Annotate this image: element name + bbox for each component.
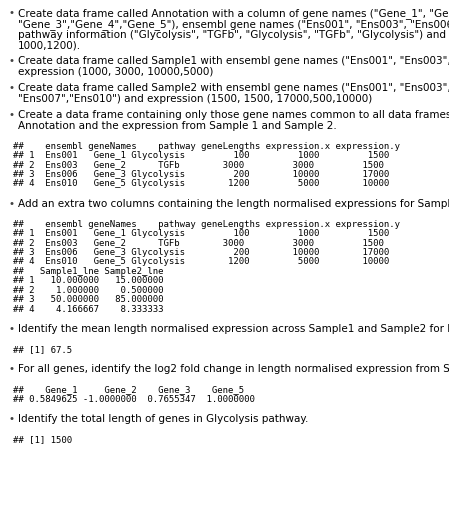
Text: ## [1] 67.5: ## [1] 67.5 xyxy=(13,345,72,354)
Text: Add an extra two columns containing the length normalised expressions for Sample: Add an extra two columns containing the … xyxy=(18,199,449,209)
Text: •: • xyxy=(8,414,14,424)
Text: ## 2    1.000000    0.500000: ## 2 1.000000 0.500000 xyxy=(13,286,163,295)
Text: •: • xyxy=(8,110,14,120)
Text: Identify the total length of genes in Glycolysis pathway.: Identify the total length of genes in Gl… xyxy=(18,414,308,424)
Text: "Gene_3","Gene_4","Gene_5"), ensembl gene names ("Ens001", "Ens003", "Ens006", ": "Gene_3","Gene_4","Gene_5"), ensembl gen… xyxy=(18,19,449,30)
Text: 1000,1200).: 1000,1200). xyxy=(18,41,81,51)
Text: ## 1  Ens001   Gene_1 Glycolysis         100         1000         1500: ## 1 Ens001 Gene_1 Glycolysis 100 1000 1… xyxy=(13,151,389,160)
Text: •: • xyxy=(8,199,14,209)
Text: Create data frame called Annotation with a column of gene names ("Gene_1", "Gene: Create data frame called Annotation with… xyxy=(18,8,449,19)
Text: pathway information ("Glycolysis", "TGFb", "Glycolysis", "TGFb", "Glycolysis") a: pathway information ("Glycolysis", "TGFb… xyxy=(18,30,449,40)
Text: ## 4    4.166667    8.333333: ## 4 4.166667 8.333333 xyxy=(13,304,163,314)
Text: ## 2  Ens003   Gene_2      TGFb        3000         3000         1500: ## 2 Ens003 Gene_2 TGFb 3000 3000 1500 xyxy=(13,160,384,170)
Text: •: • xyxy=(8,83,14,93)
Text: ## 3   50.000000   85.000000: ## 3 50.000000 85.000000 xyxy=(13,295,163,304)
Text: ##    ensembl geneNames    pathway geneLengths expression.x expression.y: ## ensembl geneNames pathway geneLengths… xyxy=(13,220,400,229)
Text: ## [1] 1500: ## [1] 1500 xyxy=(13,435,72,444)
Text: ## 4  Ens010   Gene_5 Glycolysis        1200         5000        10000: ## 4 Ens010 Gene_5 Glycolysis 1200 5000 … xyxy=(13,180,389,188)
Text: •: • xyxy=(8,56,14,67)
Text: •: • xyxy=(8,364,14,374)
Text: •: • xyxy=(8,8,14,18)
Text: ## 3  Ens006   Gene_3 Glycolysis         200        10000        17000: ## 3 Ens006 Gene_3 Glycolysis 200 10000 … xyxy=(13,248,389,257)
Text: Annotation and the expression from Sample 1 and Sample 2.: Annotation and the expression from Sampl… xyxy=(18,121,337,131)
Text: Create a data frame containing only those gene names common to all data frames w: Create a data frame containing only thos… xyxy=(18,110,449,120)
Text: ## 1   10.000000   15.000000: ## 1 10.000000 15.000000 xyxy=(13,276,163,285)
Text: •: • xyxy=(8,324,14,334)
Text: For all genes, identify the log2 fold change in length normalised expression fro: For all genes, identify the log2 fold ch… xyxy=(18,364,449,374)
Text: Create data frame called Sample2 with ensembl gene names ("Ens001", "Ens003", "E: Create data frame called Sample2 with en… xyxy=(18,83,449,93)
Text: "Ens007","Ens010") and expression (1500, 1500, 17000,500,10000): "Ens007","Ens010") and expression (1500,… xyxy=(18,94,372,104)
Text: ## 0.5849625 -1.0000000  0.7655347  1.0000000: ## 0.5849625 -1.0000000 0.7655347 1.0000… xyxy=(13,395,255,404)
Text: ##   Sample1_lne Sample2_lne: ## Sample1_lne Sample2_lne xyxy=(13,267,163,276)
Text: Create data frame called Sample1 with ensembl gene names ("Ens001", "Ens003", "E: Create data frame called Sample1 with en… xyxy=(18,56,449,67)
Text: Identify the mean length normalised expression across Sample1 and Sample2 for En: Identify the mean length normalised expr… xyxy=(18,324,449,334)
Text: ## 2  Ens003   Gene_2      TGFb        3000         3000         1500: ## 2 Ens003 Gene_2 TGFb 3000 3000 1500 xyxy=(13,238,384,248)
Text: ##    ensembl geneNames    pathway geneLengths expression.x expression.y: ## ensembl geneNames pathway geneLengths… xyxy=(13,142,400,151)
Text: ##    Gene_1     Gene_2    Gene_3    Gene_5: ## Gene_1 Gene_2 Gene_3 Gene_5 xyxy=(13,385,244,394)
Text: ## 1  Ens001   Gene_1 Glycolysis         100         1000         1500: ## 1 Ens001 Gene_1 Glycolysis 100 1000 1… xyxy=(13,229,389,238)
Text: expression (1000, 3000, 10000,5000): expression (1000, 3000, 10000,5000) xyxy=(18,68,213,77)
Text: ## 4  Ens010   Gene_5 Glycolysis        1200         5000        10000: ## 4 Ens010 Gene_5 Glycolysis 1200 5000 … xyxy=(13,257,389,266)
Text: ## 3  Ens006   Gene_3 Glycolysis         200        10000        17000: ## 3 Ens006 Gene_3 Glycolysis 200 10000 … xyxy=(13,170,389,179)
